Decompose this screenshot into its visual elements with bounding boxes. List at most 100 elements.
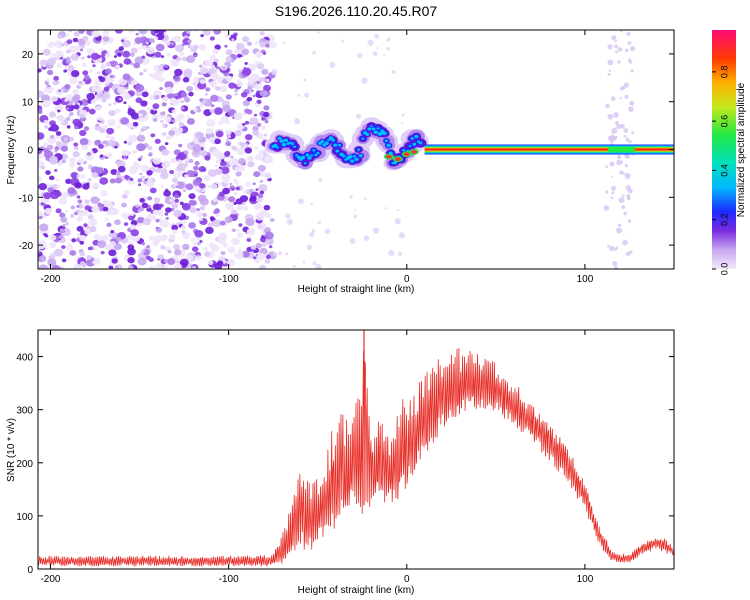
noise-blob — [79, 48, 84, 52]
noise-blob — [227, 135, 231, 139]
noise-blob — [134, 204, 140, 208]
noise-blob — [225, 75, 233, 82]
late-noise-blob — [610, 196, 614, 199]
noise-blob — [102, 36, 110, 42]
noise-blob — [54, 80, 60, 85]
noise-blob — [160, 132, 165, 137]
noise-blob — [236, 81, 244, 88]
noise-blob — [50, 87, 55, 91]
noise-blob — [53, 75, 59, 81]
late-noise-blob — [621, 85, 626, 90]
onset-blob — [293, 145, 296, 148]
noise-blob — [231, 145, 238, 151]
noise-blob — [68, 30, 72, 33]
noise-blob — [186, 85, 194, 92]
noise-blob — [258, 184, 268, 192]
noise-blob — [114, 177, 122, 184]
noise-blob — [212, 48, 219, 55]
carrier-fade — [608, 146, 635, 153]
sparse-noise-blob — [364, 197, 367, 201]
noise-blob — [186, 115, 191, 119]
colorbar-tick-label: 0.2 — [720, 213, 730, 226]
late-noise-blob — [617, 60, 621, 64]
noise-blob — [258, 149, 264, 155]
noise-blob — [84, 205, 91, 211]
noise-blob — [242, 100, 250, 107]
noise-blob — [219, 85, 228, 93]
noise-blob — [89, 225, 97, 233]
noise-blob — [112, 75, 116, 78]
noise-blob — [167, 258, 176, 266]
noise-blob — [192, 165, 199, 171]
noise-blob — [78, 83, 84, 88]
noise-blob — [66, 125, 71, 129]
noise-blob — [170, 42, 175, 46]
noise-blob — [50, 191, 60, 200]
noise-blob — [116, 86, 127, 95]
noise-blob — [270, 218, 275, 223]
noise-blob — [174, 198, 180, 203]
noise-blob — [236, 53, 242, 58]
sparse-noise-blob — [354, 209, 357, 212]
noise-blob — [263, 204, 271, 211]
noise-blob — [108, 109, 116, 117]
noise-blob — [146, 174, 151, 179]
sparse-noise-blob — [272, 251, 278, 257]
noise-blob — [54, 150, 58, 153]
noise-blob — [64, 209, 69, 213]
noise-blob — [205, 87, 211, 92]
noise-blob — [84, 75, 90, 80]
noise-blob — [176, 98, 182, 104]
noise-blob — [80, 174, 86, 179]
noise-blob — [264, 155, 274, 164]
noise-blob — [259, 41, 267, 48]
sparse-noise-blob — [292, 264, 296, 268]
onset-blob — [408, 145, 412, 148]
noise-blob — [183, 96, 190, 102]
noise-blob — [225, 94, 232, 100]
noise-blob — [146, 46, 155, 55]
late-noise-blob — [629, 100, 635, 106]
onset-blob — [290, 142, 295, 146]
noise-blob — [242, 123, 246, 126]
noise-blob — [121, 213, 127, 218]
noise-blob — [152, 117, 158, 123]
noise-blob — [230, 209, 238, 215]
snr-x-tick-label: 0 — [404, 574, 410, 585]
noise-blob — [80, 98, 89, 106]
late-noise-blob — [621, 205, 626, 210]
noise-blob — [40, 165, 46, 170]
noise-blob — [213, 30, 222, 35]
noise-blob — [42, 142, 48, 147]
noise-blob — [108, 249, 117, 257]
onset-blob — [273, 143, 278, 148]
late-noise-blob — [625, 185, 632, 191]
late-noise-blob — [623, 128, 629, 133]
noise-blob — [154, 234, 163, 243]
noise-blob — [74, 182, 82, 189]
late-noise-blob — [614, 265, 618, 269]
noise-blob — [225, 120, 230, 125]
sparse-noise-blob — [397, 251, 403, 256]
noise-blob — [107, 139, 116, 147]
noise-blob — [167, 249, 172, 254]
noise-blob — [48, 111, 57, 118]
late-noise-blob — [631, 131, 635, 135]
sparse-noise-blob — [318, 178, 323, 183]
noise-blob — [58, 234, 64, 240]
noise-blob — [235, 198, 244, 205]
noise-blob — [252, 182, 256, 186]
noise-blob — [225, 141, 232, 147]
snr-y-ticks: 0 100 200 300 400 — [16, 353, 674, 576]
noise-blob — [69, 162, 76, 168]
noise-blob — [93, 234, 101, 241]
noise-blob — [246, 96, 253, 102]
onset-blob — [337, 143, 342, 147]
noise-blob — [254, 146, 259, 150]
noise-blob — [65, 178, 72, 184]
sparse-noise-blob — [309, 232, 315, 238]
noise-blob — [201, 189, 206, 193]
noise-blob — [83, 126, 90, 131]
noise-blob — [264, 119, 269, 124]
noise-blob — [207, 260, 214, 265]
